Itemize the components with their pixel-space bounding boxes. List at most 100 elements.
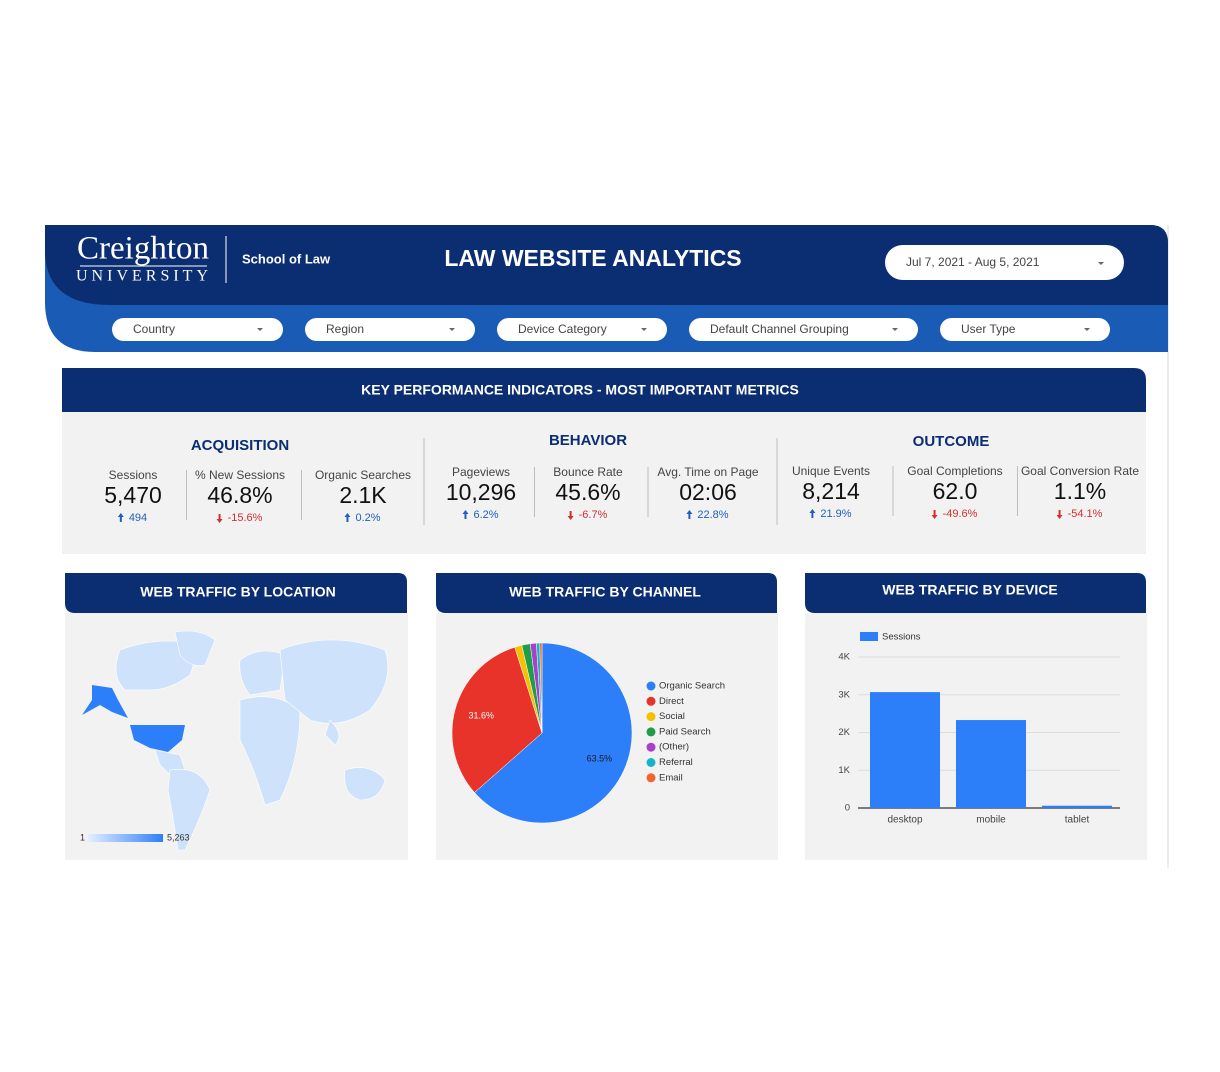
arrow-up <box>344 513 351 522</box>
kpi-label: Pageviews <box>452 465 510 479</box>
filter-label: Country <box>133 322 175 336</box>
kpi-change: -49.6% <box>943 508 978 520</box>
south-america <box>167 768 211 851</box>
map-legend-bar <box>88 834 163 842</box>
filter-dropdown[interactable] <box>497 318 667 341</box>
map-legend-max: 5,263 <box>167 832 190 842</box>
filter-chevron <box>641 328 647 331</box>
legend-swatch <box>860 632 878 641</box>
legend-label: Organic Search <box>659 681 725 692</box>
kpi-value: 62.0 <box>933 478 978 504</box>
y-tick-label: 1K <box>838 765 850 776</box>
kpi-value: 1.1% <box>1054 478 1106 504</box>
kpi-title: KEY PERFORMANCE INDICATORS - MOST IMPORT… <box>361 382 799 398</box>
kpi-label: Avg. Time on Page <box>657 465 759 479</box>
legend-label: Referral <box>659 757 693 768</box>
panel-title: WEB TRAFFIC BY LOCATION <box>140 584 335 600</box>
legend-label: (Other) <box>659 742 689 753</box>
kpi-value: 2.1K <box>339 482 387 508</box>
kpi-label: Unique Events <box>792 464 870 478</box>
legend-label: Social <box>659 711 685 722</box>
date-chevron <box>1098 262 1104 265</box>
bar <box>870 692 940 808</box>
school-name: School of Law <box>242 251 331 266</box>
kpi-group-title: BEHAVIOR <box>549 432 627 449</box>
legend-swatch <box>646 696 656 706</box>
kpi-body <box>62 412 1146 554</box>
greenland <box>174 630 216 666</box>
filter-dropdown[interactable] <box>689 318 918 341</box>
panel-header <box>805 573 1146 613</box>
legend-label: Email <box>659 772 683 783</box>
pie-value-label: 63.5% <box>587 753 613 763</box>
pie-slice <box>451 646 543 793</box>
arrow-up <box>117 513 124 522</box>
kpi-label: Goal Conversion Rate <box>1021 464 1139 478</box>
filter-chevron <box>892 328 898 331</box>
y-tick-label: 4K <box>838 652 850 663</box>
legend-swatch <box>646 773 656 783</box>
arrow-down <box>1056 510 1063 519</box>
kpi-label: Organic Searches <box>315 468 411 482</box>
panel-header <box>65 573 407 613</box>
kpi-group-title: ACQUISITION <box>191 437 289 454</box>
kpi-value: 10,296 <box>446 479 516 505</box>
kpi-change: 0.2% <box>355 512 380 524</box>
panel-title: WEB TRAFFIC BY CHANNEL <box>509 584 701 600</box>
y-tick-label: 3K <box>838 689 850 700</box>
filter-dropdown[interactable] <box>305 318 475 341</box>
world-map <box>115 630 389 851</box>
arrow-down <box>216 514 223 523</box>
kpi-value: 02:06 <box>679 479 737 505</box>
filter-chevron <box>449 328 455 331</box>
australia <box>344 767 386 801</box>
canada <box>115 640 201 691</box>
x-tick-label: mobile <box>976 815 1006 826</box>
legend-swatch <box>646 758 656 767</box>
kpi-value: 45.6% <box>555 479 620 505</box>
bar <box>956 720 1026 808</box>
panel-header <box>436 573 777 613</box>
arrow-up <box>809 509 816 518</box>
filter-chevron <box>257 328 263 331</box>
bar <box>1042 805 1112 808</box>
logo-name: Creighton <box>77 231 209 267</box>
europe <box>239 650 286 696</box>
legend-label: Direct <box>659 696 684 707</box>
y-tick-label: 0 <box>845 803 850 814</box>
usa <box>130 725 185 752</box>
kpi-group-title: OUTCOME <box>913 433 990 450</box>
header-band <box>45 225 1168 305</box>
x-tick-label: desktop <box>887 815 922 826</box>
africa <box>239 696 301 806</box>
legend-label: Sessions <box>882 632 921 643</box>
legend-swatch <box>646 712 656 722</box>
filter-dropdown[interactable] <box>112 318 283 341</box>
kpi-change: 494 <box>129 512 147 524</box>
kpi-label: Bounce Rate <box>553 465 623 479</box>
filter-label: Default Channel Grouping <box>710 322 849 336</box>
filter-dropdown[interactable] <box>940 318 1110 341</box>
arrow-down <box>567 511 574 520</box>
kpi-header <box>62 368 1146 412</box>
filter-chevron <box>1084 328 1090 331</box>
kpi-change: 21.9% <box>820 508 851 520</box>
kpi-change: 22.8% <box>697 509 728 521</box>
arrow-up <box>686 510 693 519</box>
kpi-value: 5,470 <box>104 482 162 508</box>
map-legend-min: 1 <box>80 832 85 842</box>
panel-title: WEB TRAFFIC BY DEVICE <box>882 582 1058 598</box>
arrow-down <box>931 510 938 519</box>
legend-swatch <box>646 681 656 691</box>
kpi-change: -15.6% <box>228 512 263 524</box>
kpi-change: 6.2% <box>473 509 498 521</box>
kpi-label: % New Sessions <box>195 468 285 482</box>
y-tick-label: 2K <box>838 727 850 738</box>
date-range: Jul 7, 2021 - Aug 5, 2021 <box>906 255 1040 269</box>
legend-swatch <box>646 727 656 737</box>
date-picker[interactable] <box>885 245 1124 280</box>
arrow-up <box>462 510 469 519</box>
x-tick-label: tablet <box>1065 815 1090 826</box>
kpi-label: Goal Completions <box>907 464 1002 478</box>
